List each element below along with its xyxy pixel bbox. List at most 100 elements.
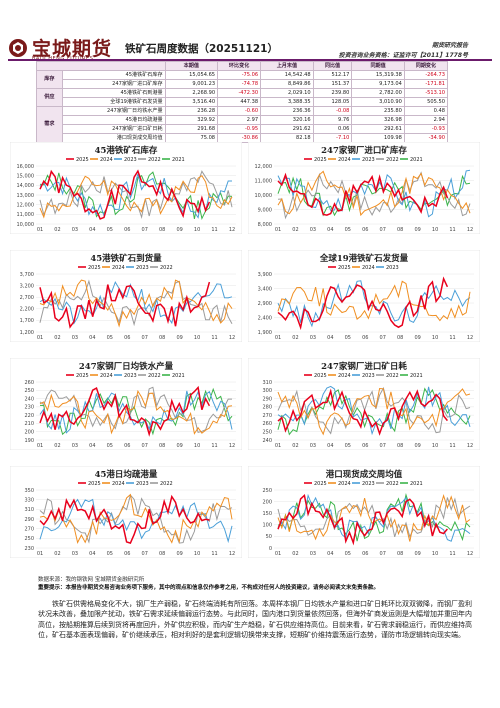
legend-label: 2025	[314, 157, 327, 163]
legend-label: 2023	[136, 481, 149, 487]
y-tick-label: 210	[24, 421, 34, 427]
legend-label: 2025	[338, 265, 351, 271]
table-row-label: 247家钢厂进口矿库存	[61, 79, 166, 89]
x-tick-label: 09	[176, 335, 182, 341]
x-tick-label: 07	[380, 551, 386, 557]
y-tick-label: 250	[24, 536, 34, 542]
table-cell: 512.17	[312, 70, 353, 80]
header-divider	[8, 59, 492, 61]
x-tick-label: 10	[194, 227, 200, 233]
y-tick-label: 230	[24, 546, 34, 552]
series-line-2022	[277, 171, 471, 220]
series-line-2025	[277, 388, 448, 436]
table-row: 247家钢厂进口矿库存 9,001.23 -74.78 8,849.86 151.37 9…	[37, 79, 449, 89]
x-tick-label: 10	[194, 551, 200, 557]
y-tick-label: 11,000	[255, 178, 273, 184]
x-tick-label: 11	[211, 443, 217, 449]
table-cell: 9,173.04	[351, 79, 405, 89]
report-type: 期货研究报告	[431, 42, 468, 49]
x-tick-label: 12	[467, 551, 473, 557]
series-line-2021	[277, 493, 471, 542]
table-cell: 329.92	[164, 115, 219, 125]
x-tick-label: 12	[229, 551, 235, 557]
table-cell: -513.10	[403, 88, 449, 98]
x-tick-label: 05	[345, 443, 351, 449]
x-tick-label: 03	[72, 443, 78, 449]
table-row-label: 45港日均疏港量	[61, 115, 166, 125]
table-cell: 291.62	[260, 124, 314, 134]
y-tick-label: 250	[262, 488, 272, 494]
y-tick-label: 270	[24, 526, 34, 532]
chart-19-port-shipments: 全球19港铁矿石发货量 2025 2024 2023 3,900 3,400 2,900 2,…	[248, 250, 480, 342]
x-tick-label: 12	[467, 443, 473, 449]
logo-name: 宝城期货	[32, 38, 113, 60]
legend-label: 2022	[160, 481, 173, 487]
series-line-2021	[277, 387, 471, 436]
table-cell: 2,782.00	[351, 88, 405, 98]
x-tick-label: 04	[89, 335, 95, 341]
table-cell: 2,268.90	[164, 88, 219, 98]
x-tick-label: 06	[362, 227, 368, 233]
x-tick-label: 07	[142, 227, 148, 233]
legend-label: 2024	[338, 157, 351, 163]
x-tick-label: 01	[37, 443, 43, 449]
data-table: 本期值 环比变化 上月末值 同比值 同期值 同期变化 库存 45港铁矿石库存 15,…	[36, 61, 449, 143]
y-tick-label: 330	[24, 497, 34, 503]
series-line-2024	[277, 387, 471, 436]
y-tick-label: 200	[262, 499, 272, 505]
legend-label: 2022	[148, 157, 161, 163]
table-cell: 291.68	[164, 124, 219, 134]
x-tick-label: 01	[275, 551, 281, 557]
series-line-2025	[277, 276, 449, 331]
x-tick-label: 09	[414, 227, 420, 233]
y-tick-label: 260	[24, 380, 34, 386]
table-cell: -75.06	[217, 70, 262, 80]
chart-title: 45港铁矿石到货量	[90, 253, 162, 264]
x-tick-label: 06	[362, 335, 368, 341]
series-line-2024	[277, 170, 471, 217]
x-tick-label: 08	[159, 443, 165, 449]
table-cell: 151.37	[312, 79, 353, 89]
y-tick-label: 0	[269, 546, 272, 552]
x-tick-label: 06	[124, 443, 130, 449]
chart-title: 45港铁矿石库存	[95, 145, 158, 156]
x-tick-label: 01	[275, 227, 281, 233]
legend-label: 2023	[124, 157, 137, 163]
series-line-2025	[39, 385, 211, 437]
x-tick-label: 03	[310, 551, 316, 557]
chart-spot-transactions: 港口现货成交周均值 2025 2024 2023 2022 2021 250 200 150 10…	[248, 466, 480, 558]
y-tick-label: 250	[24, 388, 34, 394]
legend-label: 2023	[136, 265, 149, 271]
legend-label: 2024	[112, 265, 125, 271]
legend-label: 2025	[76, 157, 89, 163]
series-line-2024	[39, 174, 233, 219]
x-tick-label: 05	[107, 227, 113, 233]
legend-label: 2022	[148, 373, 161, 379]
chart-title: 全球19港铁矿石发货量	[319, 253, 409, 264]
y-tick-label: 12,000	[255, 164, 273, 170]
x-tick-label: 04	[327, 551, 333, 557]
x-tick-label: 08	[397, 443, 403, 449]
column-header: 环比变化	[217, 61, 262, 71]
legend-label: 2023	[362, 481, 375, 487]
x-tick-label: 06	[362, 551, 368, 557]
table-cell: 3,010.90	[351, 97, 405, 107]
chart-frame	[10, 142, 242, 234]
table-row: 供应 45港铁矿石到港量 2,268.90 -472.30 2,029.10 239.80…	[36, 88, 449, 107]
legend-label: 2025	[88, 265, 101, 271]
x-tick-label: 04	[89, 443, 95, 449]
chart-title: 247家钢厂进口矿库存	[321, 145, 407, 156]
x-tick-label: 10	[194, 443, 200, 449]
table-cell: 236.36	[260, 106, 314, 116]
series-line-2025	[39, 281, 211, 329]
license-line: 投资咨询业务资格：证监许可【2011】1778号	[338, 52, 468, 59]
legend-label: 2021	[172, 157, 185, 163]
legend-label: 2021	[410, 481, 423, 487]
column-header: 同期值	[351, 61, 405, 71]
x-tick-label: 03	[310, 443, 316, 449]
disclaimer: 重要提示：本报告非期货交易咨询业务项下服务，其中的观点和信息仅作参考之用，不构成…	[38, 585, 380, 591]
chart-daily-port-clearance: 45港日均疏港量 2025 2024 2023 2022 350 330 310 290 270 2…	[10, 466, 242, 558]
x-tick-label: 03	[72, 551, 78, 557]
legend-label: 2022	[160, 265, 173, 271]
y-tick-label: 3,200	[20, 283, 34, 289]
